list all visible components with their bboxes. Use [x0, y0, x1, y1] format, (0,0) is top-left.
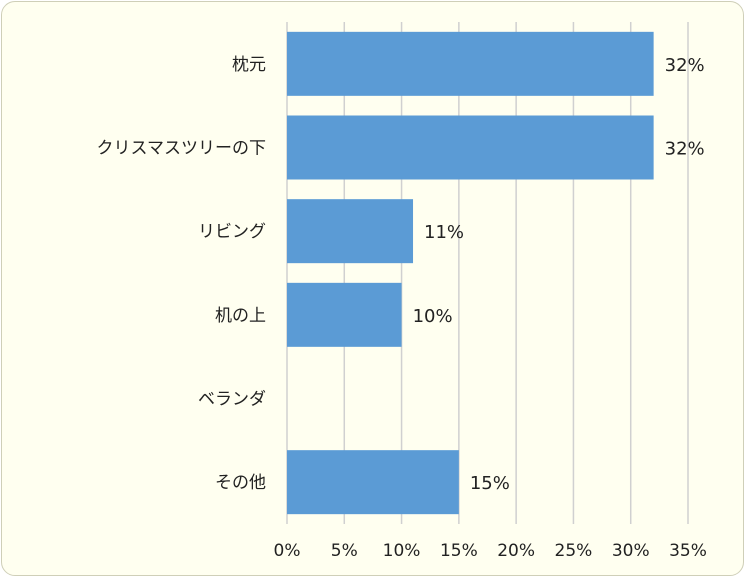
x-axis-tick-labels: 0% 5% 10% 15% 20% 25% 30% 35%: [274, 541, 707, 561]
bar: [287, 199, 414, 264]
data-label: 32%: [665, 55, 705, 76]
x-tick-label: 15%: [440, 541, 478, 561]
x-tick-label: 10%: [383, 541, 421, 561]
bar: [287, 282, 402, 347]
category-label: クリスマスツリーの下: [97, 139, 267, 159]
x-tick-label: 0%: [274, 541, 301, 561]
data-label: 32%: [665, 139, 705, 160]
x-tick-label: 35%: [669, 541, 707, 561]
category-label: 枕元: [232, 55, 266, 75]
bar: [287, 115, 654, 180]
category-label: リビング: [198, 222, 266, 242]
x-tick-label: 30%: [612, 541, 650, 561]
category-label: 机の上: [215, 306, 266, 326]
grid-lines: [286, 22, 689, 524]
data-label: 11%: [424, 222, 464, 243]
bars: [287, 31, 654, 515]
bar: [287, 31, 654, 96]
x-tick-label: 5%: [331, 541, 358, 561]
data-label: 10%: [413, 306, 453, 327]
x-tick-label: 25%: [555, 541, 593, 561]
data-labels: 32% 32% 11% 10% 15%: [413, 55, 705, 494]
category-label: ベランダ: [198, 390, 266, 410]
data-label: 15%: [470, 473, 510, 494]
x-tick-label: 20%: [497, 541, 535, 561]
category-label: その他: [215, 473, 266, 493]
bar: [287, 450, 459, 515]
